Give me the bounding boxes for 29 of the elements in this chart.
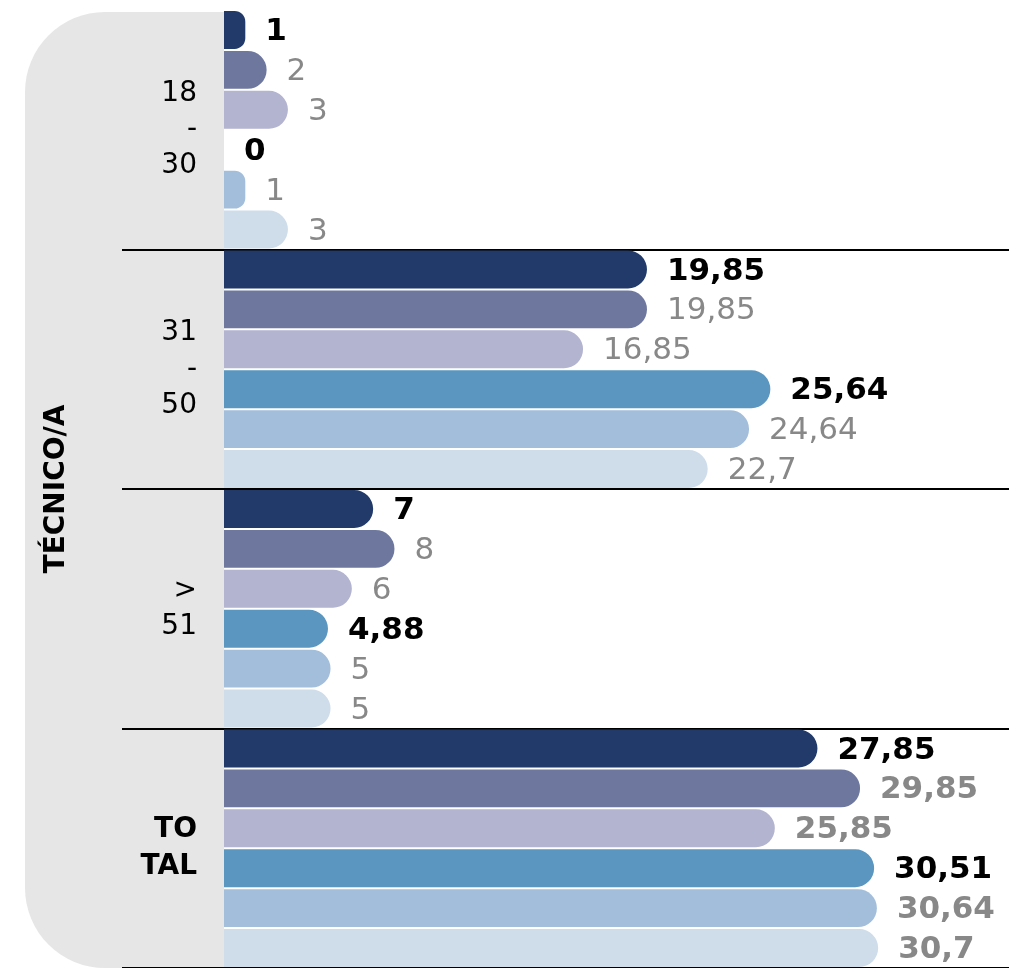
- data-label: 16,85: [603, 330, 692, 367]
- data-label: 25,85: [794, 809, 893, 846]
- data-label: 3: [307, 90, 328, 127]
- data-label: 7: [393, 490, 415, 527]
- y-tick-label: 18 - 30: [161, 74, 197, 181]
- y-tick-label: 31 - 50: [161, 314, 197, 420]
- data-label: 30,51: [894, 849, 993, 886]
- data-label: 30,7: [898, 929, 975, 966]
- data-label: 25,64: [790, 370, 889, 407]
- y-tick-label: TO TAL: [140, 811, 198, 881]
- data-label: 19,85: [666, 250, 766, 287]
- data-label: 24,64: [769, 410, 858, 447]
- data-label: 30,64: [896, 889, 995, 926]
- data-label: 5: [350, 689, 371, 726]
- data-label: 22,7: [727, 450, 797, 487]
- data-label: 2: [286, 50, 307, 87]
- data-label: 1: [265, 170, 286, 207]
- data-label: 29,85: [880, 769, 979, 806]
- data-label: 3: [307, 210, 328, 247]
- data-label: 0: [244, 130, 266, 167]
- data-label: 8: [414, 529, 435, 566]
- data-label: 4,88: [347, 609, 425, 646]
- data-label: 27,85: [837, 729, 936, 766]
- data-label: 5: [350, 649, 371, 686]
- data-label: 1: [265, 11, 287, 48]
- data-label: 19,85: [666, 290, 756, 327]
- y-tick-label: > 51: [161, 571, 197, 642]
- data-label: 6: [371, 569, 392, 606]
- y-axis-title: TÉCNICO/A: [37, 404, 72, 574]
